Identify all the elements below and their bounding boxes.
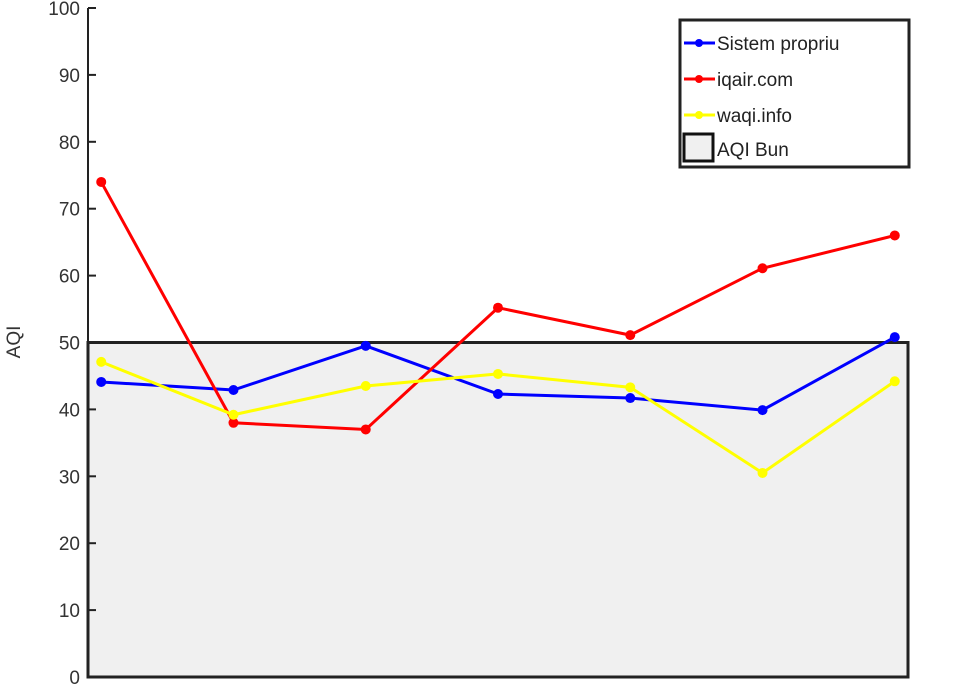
data-point [757, 263, 768, 274]
data-point [96, 356, 107, 367]
y-tick-label: 30 [59, 467, 80, 488]
data-point [625, 330, 636, 341]
data-point [757, 405, 768, 416]
data-point [360, 424, 371, 435]
legend-marker-0 [695, 39, 703, 47]
y-tick-label: 0 [69, 668, 80, 689]
data-point [96, 376, 107, 387]
data-point [360, 380, 371, 391]
legend-label-band: AQI Bun [717, 140, 789, 161]
data-point [228, 384, 239, 395]
y-tick-label: 10 [59, 601, 80, 622]
y-tick-label: 100 [48, 0, 80, 20]
legend-marker-2 [695, 111, 703, 119]
y-tick-label: 70 [59, 200, 80, 221]
y-tick-label: 60 [59, 267, 80, 288]
data-point [228, 409, 239, 420]
data-point [493, 368, 503, 379]
legend: Sistem propriu iqair.com waqi.info AQI Bun [678, 18, 911, 169]
data-point [493, 389, 503, 400]
legend-label-0: Sistem propriu [717, 34, 840, 55]
y-tick-label: 20 [59, 534, 80, 555]
data-point [757, 467, 768, 478]
legend-marker-1 [695, 75, 703, 83]
y-tick-label: 50 [59, 334, 80, 355]
data-point [625, 382, 636, 393]
y-tick-label: 40 [59, 400, 80, 421]
data-point [889, 332, 900, 343]
data-point [889, 376, 900, 387]
data-point [493, 302, 503, 313]
legend-label-2: waqi.info [716, 106, 792, 127]
data-point [228, 417, 239, 428]
y-axis-label: AQI [4, 326, 25, 359]
legend-label-1: iqair.com [717, 70, 793, 91]
y-tick-label: 90 [59, 66, 80, 87]
y-tick-label: 80 [59, 133, 80, 154]
data-point [889, 230, 900, 241]
data-point [360, 340, 371, 351]
data-point [96, 176, 107, 187]
data-point [625, 393, 636, 404]
legend-band-swatch [682, 132, 715, 163]
